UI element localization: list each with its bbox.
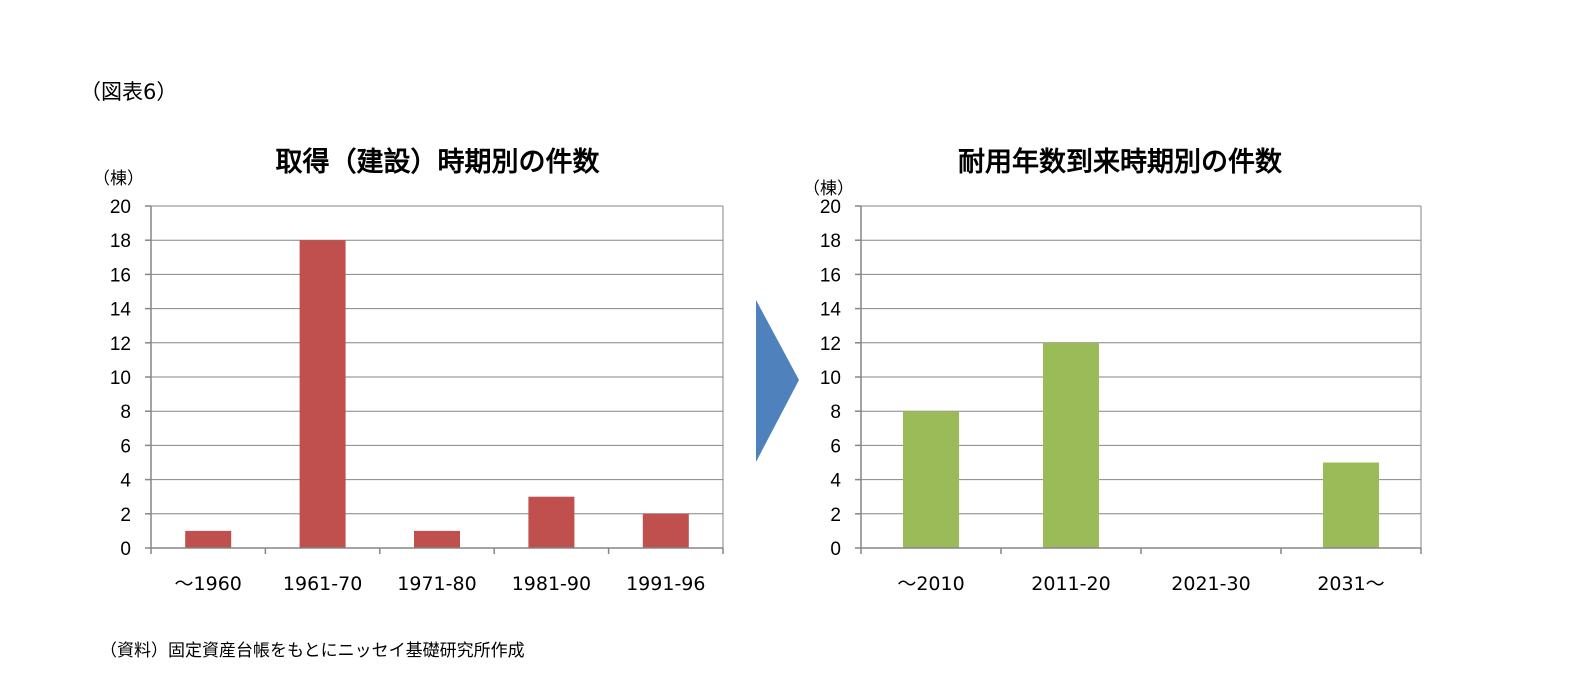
chart-1-y-tick-label: 12 [110,334,131,355]
chart-1-bar-4 [642,513,689,548]
chart-2-title: 耐用年数到来時期別の件数 [958,147,1282,178]
chart-1-bar-2 [414,530,460,548]
chart-2-category-label: 2011-20 [1031,573,1110,595]
right-arrow-icon [756,300,799,462]
chart-2-bar-3 [1323,462,1379,548]
chart-2-y-tick-label: 12 [820,334,841,355]
chart-2-y-tick-label: 10 [820,368,841,389]
chart-1-y-tick-label: 18 [110,231,131,252]
chart-2-y-tick-label: 2 [830,505,841,526]
chart-2-y-tick-label: 16 [820,265,841,286]
chart-1-bar-3 [528,496,575,548]
chart-2-y-tick-label: 18 [820,231,841,252]
chart-1-category-label: 1961-70 [283,573,362,595]
figure-label: （図表6） [80,80,178,104]
chart-1-category-label: 1991-96 [626,573,705,595]
chart-2-bar-1 [1043,342,1099,548]
chart-2-y-tick-label: 20 [820,197,841,218]
chart-2-category-label: 2031～ [1317,573,1384,595]
chart-2-y-tick-label: 14 [820,300,842,321]
chart-1-title: 取得（建設）時期別の件数 [275,147,600,178]
arrow-shape [756,300,799,462]
chart-2-category-label: 2021-30 [1171,573,1250,595]
chart-1-y-tick-label: 0 [120,539,131,560]
source-note: （資料）固定資産台帳をもとにニッセイ基礎研究所作成 [100,641,525,661]
chart-2-y-tick-label: 4 [830,471,841,492]
chart-1-unit-label: （棟） [93,169,144,189]
chart-1-bar-0 [185,530,232,548]
chart-1-category-label: 1981-90 [512,573,591,595]
chart-2-y-tick-label: 0 [830,539,841,560]
chart-2-unit-label: （棟） [803,179,854,199]
chart-2-y-tick-label: 8 [830,402,841,423]
chart-2-category-label: ～2010 [897,573,964,595]
chart-1-y-tick-label: 8 [120,402,131,423]
chart-1-y-tick-label: 6 [120,436,131,457]
chart-2-bar-0 [903,411,959,548]
chart-1-y-tick-label: 20 [110,197,131,218]
chart-1-y-tick-label: 2 [120,505,131,526]
chart-1-bar-1 [299,240,346,548]
chart-1-y-tick-label: 10 [110,368,131,389]
chart-1-category-label: ～1960 [175,573,242,595]
chart-1-y-tick-label: 14 [110,300,132,321]
chart-1-category-label: 1971-80 [397,573,476,595]
chart-1-y-tick-label: 4 [120,471,131,492]
chart-1-y-tick-label: 16 [110,265,131,286]
chart-2-y-tick-label: 6 [830,436,841,457]
